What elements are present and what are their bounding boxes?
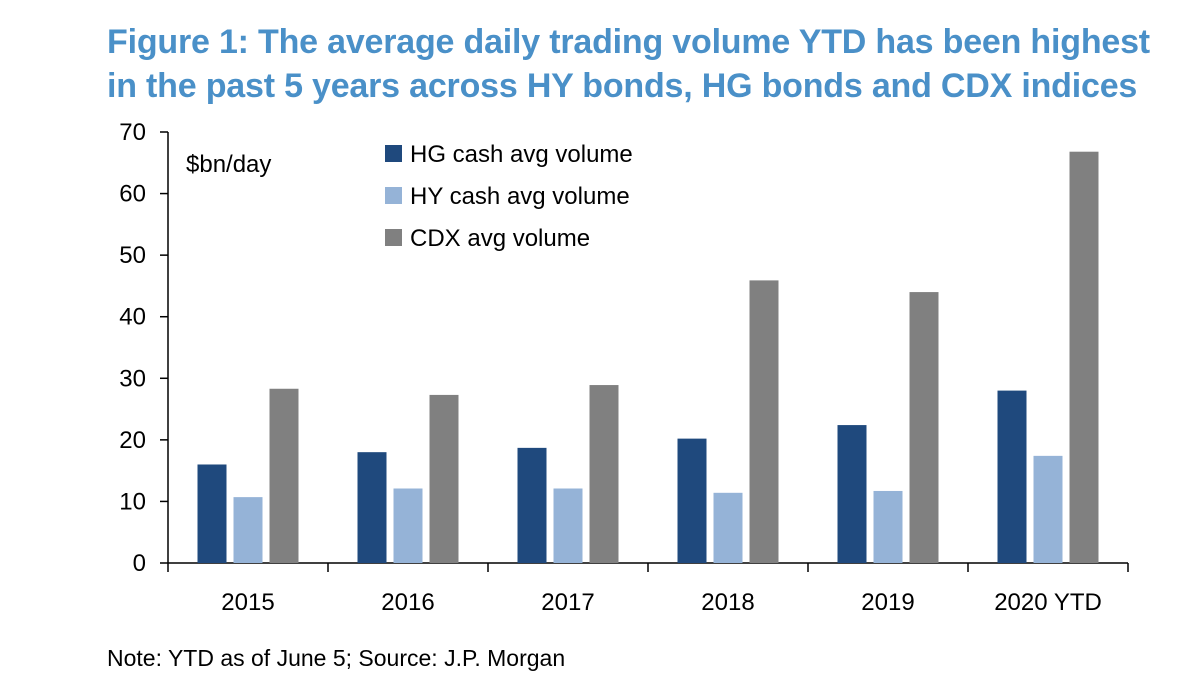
y-tick-label: 50: [119, 242, 146, 269]
bar: [589, 385, 619, 563]
bar: [393, 488, 423, 563]
bar: [713, 492, 743, 563]
bar: [909, 292, 939, 563]
legend: HG cash avg volume HY cash avg volume CDX …: [385, 141, 633, 252]
chart-title: Figure 1: The average daily trading volu…: [107, 23, 1150, 105]
bar: [197, 464, 227, 563]
x-tick-label: 2015: [221, 589, 274, 616]
legend-label: CDX avg volume: [410, 225, 590, 252]
x-tick-label: 2017: [541, 589, 594, 616]
x-tick-label: 2019: [861, 589, 914, 616]
bar: [997, 390, 1027, 563]
bar: [749, 280, 779, 563]
y-tick-label: 30: [119, 365, 146, 392]
bar: [1069, 151, 1099, 563]
bar: [517, 447, 547, 563]
legend-label: HY cash avg volume: [410, 183, 630, 210]
bar: [429, 394, 459, 563]
bar: [873, 490, 903, 563]
figure-note: Note: YTD as of June 5; Source: J.P. Mor…: [107, 645, 566, 671]
bar: [233, 497, 263, 563]
legend-swatch: [385, 187, 402, 204]
y-tick-label: 20: [119, 427, 146, 454]
legend-swatch: [385, 145, 402, 162]
y-tick-label: 60: [119, 181, 146, 208]
y-tick-label: 70: [119, 119, 146, 146]
y-axis: 0 10 20 30 40 50 60 70: [119, 119, 169, 577]
y-unit-label: $bn/day: [186, 151, 271, 178]
y-tick-label: 0: [133, 550, 146, 577]
y-tick-label: 10: [119, 488, 146, 515]
x-tick-label: 2020 YTD: [994, 589, 1102, 616]
bar: [553, 488, 583, 563]
x-axis: 2015 2016 2017 2018 2019 2020 YTD: [167, 562, 1129, 616]
legend-label: HG cash avg volume: [410, 141, 633, 168]
bar: [677, 438, 707, 563]
legend-swatch: [385, 229, 402, 246]
bars: [197, 151, 1099, 563]
y-tick-label: 40: [119, 304, 146, 331]
bar: [837, 425, 867, 563]
bar: [357, 452, 387, 563]
bar: [269, 388, 299, 563]
bar: [1033, 455, 1063, 563]
x-tick-label: 2016: [381, 589, 434, 616]
x-tick-label: 2018: [701, 589, 754, 616]
